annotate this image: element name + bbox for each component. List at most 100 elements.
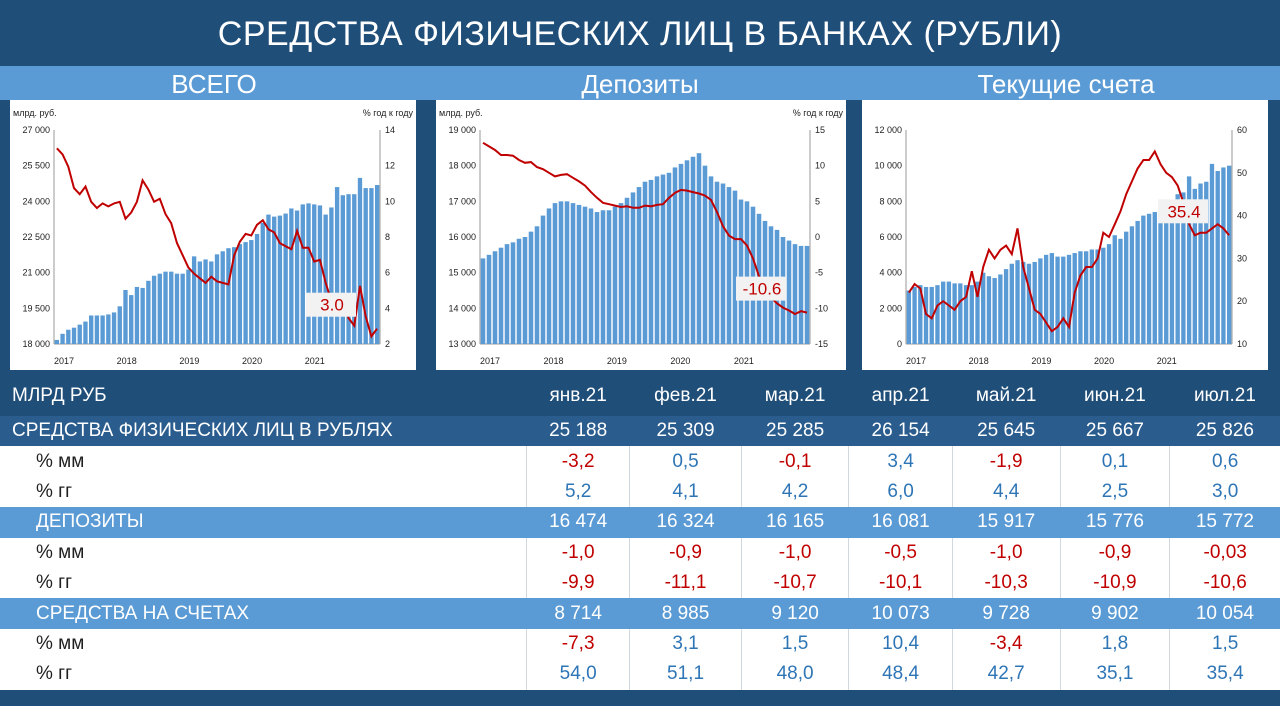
y-tick-label-left: 25 500	[22, 161, 50, 171]
bar	[952, 283, 957, 344]
table-cell: -3,4	[951, 628, 1061, 660]
bar	[1118, 238, 1123, 344]
table-cell: 10,4	[848, 628, 953, 660]
bar	[786, 240, 792, 344]
bar	[1226, 165, 1232, 344]
bar	[576, 204, 582, 344]
table-cell: 10 073	[848, 598, 953, 629]
month-header: мар.21	[741, 376, 849, 416]
bar	[1049, 253, 1055, 344]
row-label: % мм	[0, 537, 527, 568]
y-axis-label-right: % год к году	[793, 108, 844, 118]
table-cell: -0,03	[1169, 537, 1280, 568]
bar	[283, 213, 288, 344]
bar	[588, 208, 594, 344]
bar	[312, 204, 317, 344]
table-cell: 3,0	[1169, 476, 1280, 508]
bar	[1015, 260, 1020, 344]
bar	[1095, 249, 1100, 344]
bar	[1204, 181, 1209, 344]
x-tick-label: 2017	[54, 356, 74, 366]
y-tick-label-left: 4 000	[879, 268, 902, 278]
y-tick-label-right: 50	[1237, 168, 1247, 178]
y-tick-label-right: -15	[815, 339, 828, 349]
y-tick-label-right: 5	[815, 196, 820, 206]
table-cell: 0,6	[1169, 446, 1280, 477]
bar	[1066, 254, 1072, 344]
annotation-box	[736, 276, 786, 301]
y-tick-label-left: 27 000	[22, 125, 50, 135]
bar	[180, 273, 185, 344]
yoy-line	[56, 147, 378, 339]
bar	[946, 281, 952, 344]
y-axis-label-left: млрд. руб.	[439, 108, 483, 118]
bar	[334, 187, 340, 344]
table-cell: 0,1	[1059, 446, 1170, 477]
table-cell: 25 826	[1169, 416, 1280, 447]
table-cell: 25 285	[741, 416, 849, 447]
bar	[151, 275, 157, 344]
y-tick-label-right: 15	[815, 125, 825, 135]
bar	[346, 194, 351, 344]
table-header-row: МЛРД РУБ янв.21 фев.21 мар.21 апр.21 май…	[0, 376, 1280, 416]
table-cell: 15 776	[1060, 507, 1170, 538]
bar	[975, 281, 980, 344]
bar	[998, 274, 1003, 344]
month-header: фев.21	[629, 376, 742, 416]
chart-deposits: млрд. руб. % год к году 13 000 14 000 15 000…	[439, 108, 844, 366]
bar	[60, 333, 65, 344]
table-row: % гг 54,0 51,1 48,0 48,4 42,7 35,1 35,4	[0, 659, 1280, 690]
table-cell: 25 188	[526, 416, 630, 447]
table-cell: 16 081	[848, 507, 953, 538]
table-cell: -1,9	[951, 446, 1061, 477]
bar	[732, 190, 738, 344]
bar	[738, 199, 744, 344]
y-tick-label-right: 60	[1237, 125, 1247, 135]
table-cell: 42,7	[951, 659, 1061, 690]
y-tick-label-right: 10	[1237, 339, 1247, 349]
table-row: % гг 5,2 4,1 4,2 6,0 4,4 2,5 3,0	[0, 476, 1280, 508]
bar	[357, 177, 363, 344]
bar	[636, 187, 642, 344]
x-tick-label: 2018	[969, 356, 989, 366]
bar	[1083, 251, 1089, 344]
bar	[106, 314, 111, 344]
bar	[254, 233, 260, 344]
bar	[140, 287, 145, 344]
bar	[163, 271, 168, 344]
month-header: июл.21	[1169, 376, 1280, 416]
bar	[918, 285, 923, 344]
bar	[912, 286, 917, 344]
table-cell: 10 054	[1169, 598, 1280, 629]
x-tick-label: 2021	[305, 356, 325, 366]
bar	[1169, 199, 1175, 344]
x-tick-label: 2019	[179, 356, 199, 366]
bar	[329, 207, 334, 344]
x-tick-label: 2021	[734, 356, 754, 366]
bar	[100, 315, 105, 344]
bar	[498, 247, 504, 344]
annotation-label: 35.4	[1167, 202, 1200, 221]
bar	[642, 181, 648, 344]
bar	[510, 242, 516, 344]
bar	[690, 156, 696, 344]
y-tick-label-left: 2 000	[879, 303, 902, 313]
bar	[486, 254, 492, 344]
y-tick-label-right: 20	[1237, 296, 1247, 306]
section-title-accounts: Текущие счета	[852, 66, 1280, 100]
bar	[272, 216, 277, 344]
table-cell: 16 324	[629, 507, 742, 538]
bar	[906, 290, 912, 344]
yoy-line	[482, 141, 808, 316]
y-tick-label-left: 22 500	[22, 232, 50, 242]
y-tick-label-left: 12 000	[874, 125, 902, 135]
bar	[522, 237, 528, 344]
bar	[714, 181, 720, 344]
y-axis-label-left: млрд. руб.	[13, 108, 57, 118]
bar	[146, 280, 151, 344]
bar	[804, 245, 810, 344]
table-cell: 51,1	[629, 659, 742, 690]
y-axis-label-right: % год к году	[363, 108, 414, 118]
bar	[941, 281, 946, 344]
bar	[1192, 188, 1197, 344]
